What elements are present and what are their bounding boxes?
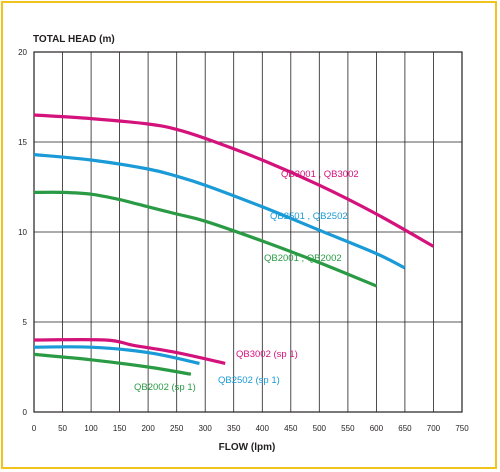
y-tick-label: 15 (18, 138, 27, 147)
y-tick-label: 10 (18, 228, 27, 237)
x-tick-label: 700 (427, 424, 441, 433)
x-tick-label: 200 (141, 424, 155, 433)
curve-qb2002-sp-1 (33, 352, 192, 376)
x-tick-label: 650 (398, 424, 412, 433)
x-tick-label: 50 (58, 424, 67, 433)
curve-qb2001-qb2002 (33, 190, 378, 288)
x-tick-label: 550 (341, 424, 355, 433)
x-tick-label: 600 (370, 424, 384, 433)
series-label-qb3001-qb3002: QB3001 , QB3002 (281, 169, 359, 180)
y-tick-label: 5 (23, 318, 28, 327)
x-tick-label: 450 (284, 424, 298, 433)
x-tick-label: 150 (113, 424, 127, 433)
x-tick-label: 500 (313, 424, 327, 433)
x-tick-label: 750 (455, 424, 469, 433)
x-tick-label: 400 (256, 424, 270, 433)
plot-border (33, 51, 463, 413)
series-label-qb2002-sp1: QB2002 (sp 1) (134, 382, 196, 393)
series-label-qb2001-qb2002: QB2001 , QB2002 (264, 253, 342, 264)
curve-qb3002-sp-1 (33, 338, 226, 365)
curve-qb2501-qb2502 (33, 153, 406, 270)
series-label-qb2502-sp1: QB2502 (sp 1) (218, 375, 280, 386)
x-tick-label: 0 (32, 424, 37, 433)
x-tick-label: 300 (199, 424, 213, 433)
x-tick-label: 100 (84, 424, 98, 433)
x-axis-title: FLOW (lpm) (219, 442, 276, 453)
series-label-qb3002-sp1: QB3002 (sp 1) (236, 349, 298, 360)
x-tick-label: 350 (227, 424, 241, 433)
grid (33, 51, 463, 413)
curves (33, 113, 435, 376)
y-tick-label: 20 (18, 48, 27, 57)
series-label-qb2501-qb2502: QB2501 , QB2502 (270, 211, 348, 222)
y-axis-title: TOTAL HEAD (m) (33, 34, 115, 45)
x-tick-label: 250 (170, 424, 184, 433)
tick-labels: 0 50 100 150 200 250 300 350 400 450 500 550 600 650 7… (18, 48, 469, 433)
curve-qb3001-qb3002 (33, 113, 435, 248)
curve-qb2502-sp-1 (33, 345, 200, 365)
y-tick-label: 0 (23, 408, 28, 417)
